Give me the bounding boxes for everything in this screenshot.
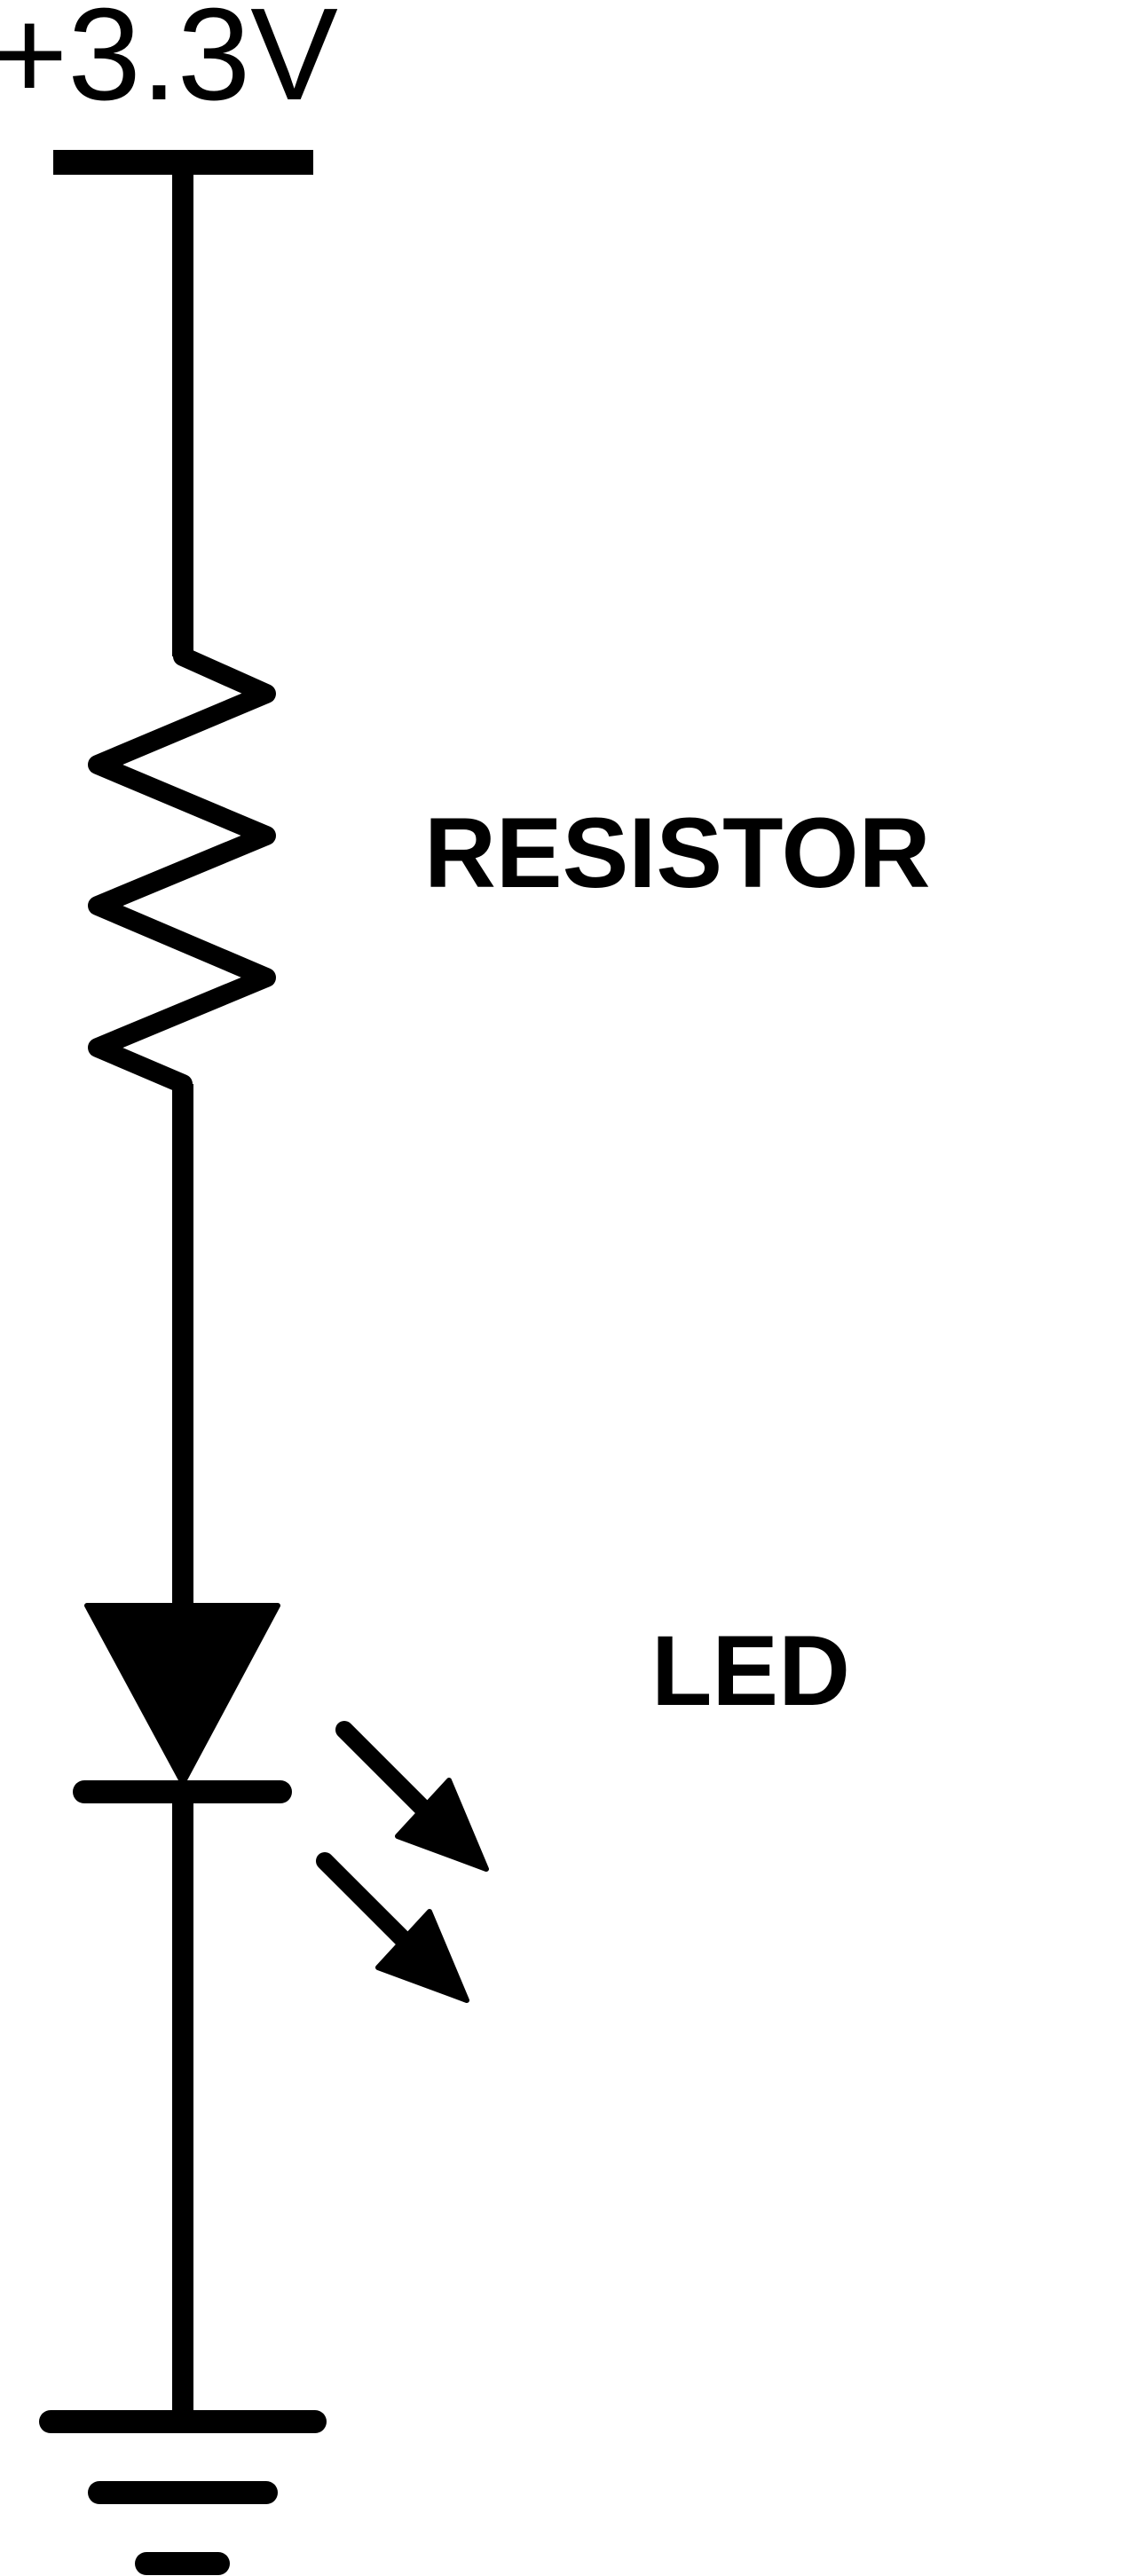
resistor-symbol [88, 647, 276, 1094]
emission-arrow-lower [316, 1852, 469, 2003]
ground-icon [39, 2410, 327, 2575]
supply-voltage-label: +3.3V [0, 0, 338, 128]
resistor-label: RESISTOR [424, 797, 931, 908]
led-triangle [84, 1603, 280, 1786]
light-emission-arrows-icon [316, 1721, 489, 2003]
led-label: LED [651, 1615, 850, 1726]
emission-arrow-upper [335, 1721, 489, 1872]
